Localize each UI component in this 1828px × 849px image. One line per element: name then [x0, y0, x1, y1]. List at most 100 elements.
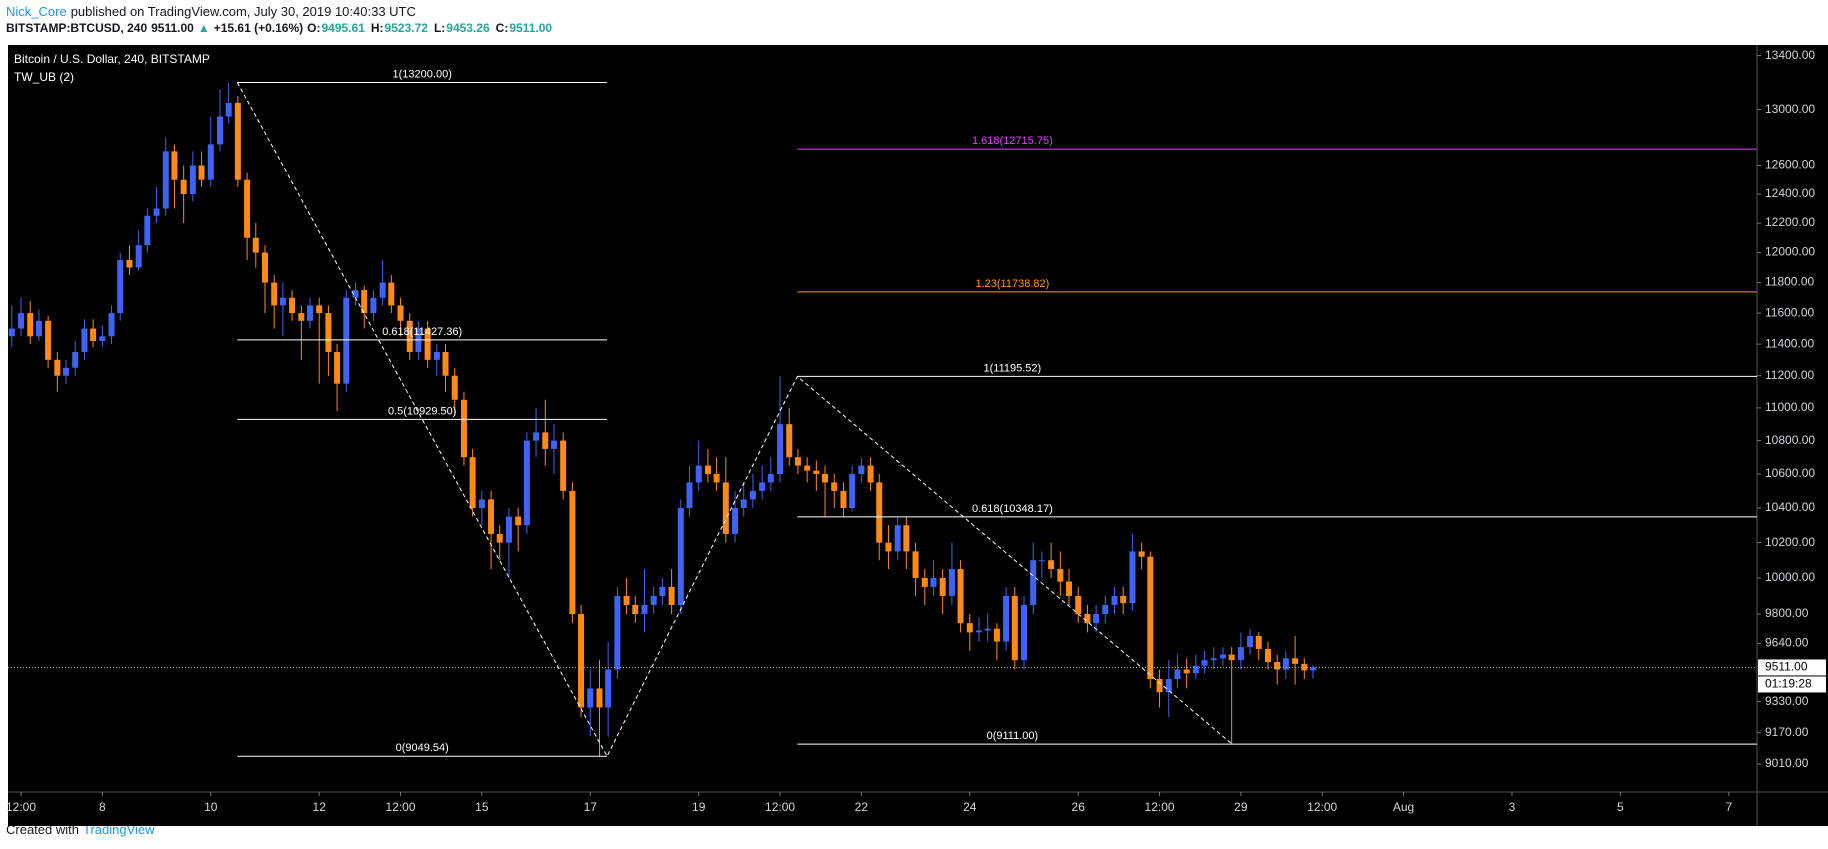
fib-label: 1(13200.00): [393, 68, 452, 80]
candle-body: [948, 569, 955, 596]
candle-body: [1057, 569, 1064, 582]
candle-body: [505, 516, 512, 543]
candle-body: [713, 473, 720, 483]
ohlc-key: L:: [433, 21, 446, 35]
fib-label: 0.618(10348.17): [972, 503, 1053, 515]
candle-body: [587, 688, 594, 708]
symbol: BITSTAMP:BTCUSD, 240: [6, 21, 148, 35]
ohlc-value: 9453.26: [446, 21, 490, 35]
candle-body: [533, 432, 540, 441]
fib-label: 0(9049.54): [396, 742, 449, 754]
candle-body: [686, 482, 693, 508]
x-tick-label: 8: [99, 800, 106, 814]
candle-body: [451, 375, 458, 400]
y-tick-label: 12400.00: [1765, 186, 1815, 200]
candle-body: [316, 305, 323, 314]
y-tick-label: 9010.00: [1765, 756, 1809, 770]
candle-body: [325, 313, 332, 352]
candle-body: [469, 457, 476, 508]
candle-body: [406, 320, 413, 352]
ohlc-key: O:: [307, 21, 321, 35]
candle-body: [704, 465, 711, 474]
y-tick-label: 10000.00: [1765, 570, 1815, 584]
y-tick-label: 12000.00: [1765, 245, 1815, 259]
indicator-name: TW_UB (2): [14, 70, 74, 84]
price: 9511.00: [151, 21, 194, 35]
candle-body: [976, 630, 983, 633]
candle-body: [1264, 648, 1271, 663]
candle-body: [361, 290, 368, 314]
candle-body: [496, 533, 503, 543]
candle-body: [813, 470, 820, 474]
candle-body: [984, 628, 991, 631]
candle-body: [515, 516, 522, 526]
candle-body: [596, 688, 603, 708]
candle-body: [876, 482, 883, 543]
candle-body: [72, 351, 79, 368]
fib-label: 0(9111.00): [987, 730, 1039, 742]
candle-body: [198, 165, 205, 180]
candle-body: [623, 595, 630, 605]
candle-body: [632, 604, 639, 615]
y-tick-label: 12600.00: [1765, 158, 1815, 172]
candle-body: [677, 507, 684, 605]
candle-body: [1165, 678, 1172, 693]
candle-body: [668, 586, 675, 605]
y-tick-label: 13000.00: [1765, 102, 1815, 116]
candle-body: [939, 577, 946, 596]
candle-body: [1210, 658, 1217, 661]
x-tick-label: 5: [1617, 800, 1624, 814]
candle-body: [244, 179, 251, 238]
candle-body: [279, 297, 286, 306]
x-tick-label: 12:00: [6, 800, 36, 814]
candle-body: [659, 586, 666, 596]
y-tick-label: 10400.00: [1765, 500, 1815, 514]
candle-body: [117, 260, 124, 314]
candle-body: [397, 305, 404, 321]
candle-body: [840, 490, 847, 508]
candle-body: [352, 290, 359, 298]
x-tick-label: 24: [963, 800, 977, 814]
author[interactable]: Nick_Core: [6, 4, 67, 19]
plot-area: 1(13200.00) 0.618(11427.36) 0.5(10929.50) 0…: [8, 68, 1757, 758]
candle-body: [1192, 665, 1199, 674]
candle-body: [641, 604, 648, 615]
candle-body: [1138, 551, 1145, 557]
candle-body: [1075, 595, 1082, 615]
last-price-label: 9511.00: [1765, 660, 1808, 674]
candle-body: [1038, 560, 1045, 562]
candle-body: [578, 614, 585, 708]
candle-body: [1201, 660, 1208, 666]
candle-body: [993, 628, 1000, 642]
candle-body: [271, 282, 278, 306]
candle-body: [460, 399, 467, 458]
candle-body: [1292, 658, 1299, 664]
candle-body: [1093, 614, 1100, 624]
candle-body: [54, 359, 61, 376]
candle-body: [903, 525, 910, 552]
candle-body: [1237, 647, 1244, 661]
candle-body: [35, 320, 42, 337]
candle-body: [1282, 658, 1289, 670]
y-tick-label: 9170.00: [1765, 725, 1809, 739]
candle-body: [614, 595, 621, 670]
candle-body: [189, 165, 196, 195]
candle-body: [1111, 595, 1118, 605]
x-tick-label: 22: [855, 800, 869, 814]
countdown: 01:19:28: [1765, 677, 1812, 691]
candle-body: [370, 297, 377, 314]
candle-body: [1147, 556, 1154, 679]
ohlc-key: H:: [370, 21, 384, 35]
ohlc-key: C:: [495, 21, 509, 35]
x-tick-label: 26: [1072, 800, 1086, 814]
candle-body: [1048, 560, 1055, 570]
candle-body: [1011, 595, 1018, 661]
y-tick-label: 11000.00: [1765, 400, 1814, 414]
candle-body: [207, 144, 214, 180]
candle-body: [858, 465, 865, 474]
x-tick-label: 19: [692, 800, 706, 814]
candle-body: [27, 313, 34, 337]
candle-body: [767, 473, 774, 483]
candle-body: [1066, 581, 1073, 596]
